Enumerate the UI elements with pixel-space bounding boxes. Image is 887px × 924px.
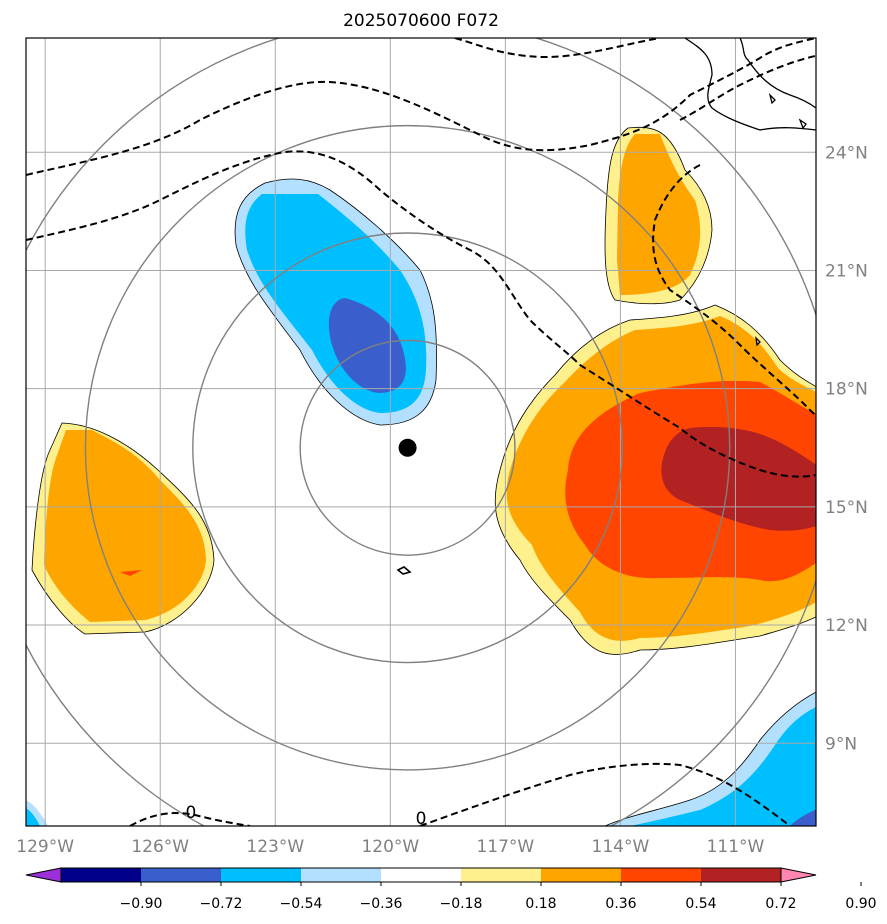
latitude-tick-label: 9°N [825,734,857,754]
colorbar-tick-label: −0.90 [120,896,163,912]
colorbar-segment [461,868,541,882]
longitude-tick-label: 129°W [16,837,74,857]
range-ring [299,339,516,556]
longitude-tick-labels: 129°W 126°W 123°W 120°W 117°W 114°W 111°W [16,837,764,857]
colorbar-under-extension [25,867,62,883]
graticule [26,38,816,826]
latitude-tick-labels: 24°N 21°N 18°N 15°N 12°N 9°N [825,143,868,754]
range-rings [26,38,816,826]
range-ring [192,232,624,664]
anomaly-positive-west [31,422,215,635]
colorbar-frame [60,867,782,883]
longitude-tick-label: 120°W [361,837,419,857]
latitude-tick-label: 12°N [825,616,868,636]
latitude-tick-label: 18°N [825,380,868,400]
colorbar: −0.90 −0.72 −0.54 −0.36 −0.18 0.18 0.36 0.54 0.7… [25,867,877,912]
colorbar-tick-label: 0.90 [845,896,876,912]
colorbar-segment [141,868,221,882]
anomaly-positive-north [604,126,713,305]
zero-contour-lines [26,38,816,826]
figure-title: 2025070600 F072 [343,11,499,31]
latitude-tick-label: 21°N [825,261,868,281]
latitude-tick-label: 24°N [825,143,868,163]
colorbar-segment [381,868,461,882]
colorbar-segment [541,868,621,882]
colorbar-tick-label: −0.18 [440,896,483,912]
colorbar-tick-label: −0.54 [280,896,323,912]
longitude-tick-label: 111°W [707,837,765,857]
storm-center-marker [398,438,417,457]
coastline [684,38,816,347]
anomaly-negative-southeast [604,691,816,826]
anomaly-negative-southwest [26,800,48,826]
colorbar-segment [61,868,141,882]
small-contour [396,566,412,575]
colorbar-segment [701,868,781,882]
contour-label: 0 [185,803,196,823]
anomaly-negative-center [234,178,437,426]
range-ring [84,124,731,771]
colorbar-over-extension [780,867,817,883]
map-frame [25,37,817,827]
colorbar-tick-label: 0.54 [685,896,716,912]
colorbar-tick-label: 0.18 [525,896,556,912]
colorbar-segment [221,868,301,882]
colorbar-tick-label: −0.72 [200,896,243,912]
colorbar-tick-label: 0.36 [605,896,636,912]
colorbar-segment [301,868,381,882]
colorbar-tick-label: 0.72 [765,896,796,912]
colorbar-segment [621,868,701,882]
longitude-tick-label: 123°W [246,837,304,857]
colorbar-tick-label: −0.36 [360,896,403,912]
latitude-tick-label: 15°N [825,498,868,518]
longitude-tick-label: 126°W [131,837,189,857]
longitude-tick-label: 117°W [476,837,534,857]
contour-label: 0 [416,809,427,829]
longitude-tick-label: 114°W [592,837,650,857]
